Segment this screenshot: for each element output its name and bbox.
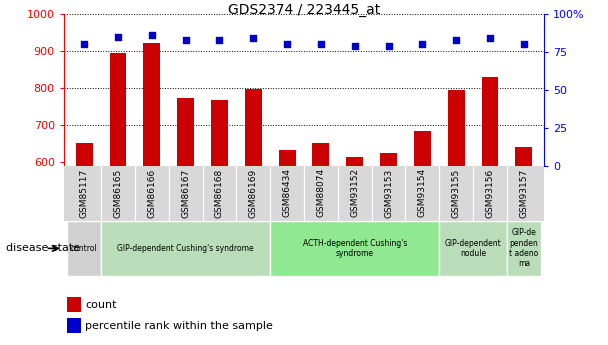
Text: GSM93154: GSM93154 bbox=[418, 168, 427, 217]
Text: GSM93153: GSM93153 bbox=[384, 168, 393, 218]
Text: GSM93156: GSM93156 bbox=[486, 168, 494, 218]
Text: GSM93155: GSM93155 bbox=[452, 168, 461, 218]
Bar bbox=[143, 43, 161, 166]
Text: GSM86167: GSM86167 bbox=[181, 168, 190, 218]
Text: GSM86169: GSM86169 bbox=[249, 168, 258, 218]
Point bbox=[113, 34, 123, 39]
Point bbox=[485, 35, 495, 41]
Bar bbox=[507, 221, 541, 276]
Text: ACTH-dependent Cushing's
syndrome: ACTH-dependent Cushing's syndrome bbox=[303, 239, 407, 258]
Point bbox=[316, 41, 326, 47]
Bar bbox=[67, 221, 101, 276]
Text: GIP-dependent
nodule: GIP-dependent nodule bbox=[444, 239, 502, 258]
Bar bbox=[447, 90, 465, 166]
Text: GSM86166: GSM86166 bbox=[147, 168, 156, 218]
Text: GSM93157: GSM93157 bbox=[519, 168, 528, 218]
Text: GDS2374 / 223445_at: GDS2374 / 223445_at bbox=[228, 3, 380, 18]
Point bbox=[451, 37, 461, 42]
Text: GSM86168: GSM86168 bbox=[215, 168, 224, 218]
Text: disease state: disease state bbox=[6, 244, 80, 253]
Text: GSM93152: GSM93152 bbox=[350, 168, 359, 217]
Point bbox=[79, 41, 89, 47]
Text: control: control bbox=[71, 244, 97, 253]
Point bbox=[249, 35, 258, 41]
Text: GSM88074: GSM88074 bbox=[316, 168, 325, 217]
Bar bbox=[67, 297, 80, 312]
Bar bbox=[109, 53, 126, 166]
Text: GSM86434: GSM86434 bbox=[283, 168, 292, 217]
Bar bbox=[380, 152, 397, 166]
Bar bbox=[75, 144, 92, 166]
Bar bbox=[313, 142, 330, 166]
Text: GSM86165: GSM86165 bbox=[114, 168, 122, 218]
Bar bbox=[482, 77, 499, 166]
Bar bbox=[347, 157, 363, 166]
Point bbox=[384, 43, 393, 48]
Point bbox=[519, 41, 529, 47]
Point bbox=[282, 41, 292, 47]
Bar bbox=[67, 318, 80, 333]
Point bbox=[215, 37, 224, 42]
Bar bbox=[414, 131, 431, 166]
Text: count: count bbox=[85, 300, 117, 310]
Bar bbox=[177, 98, 194, 166]
Bar bbox=[440, 221, 507, 276]
Bar bbox=[516, 147, 533, 166]
Text: GIP-dependent Cushing's syndrome: GIP-dependent Cushing's syndrome bbox=[117, 244, 254, 253]
Point bbox=[147, 32, 157, 38]
Text: GIP-de
penden
t adeno
ma: GIP-de penden t adeno ma bbox=[510, 228, 539, 268]
Point bbox=[181, 37, 190, 42]
Text: GSM85117: GSM85117 bbox=[80, 168, 89, 218]
Bar bbox=[101, 221, 270, 276]
Bar bbox=[278, 150, 295, 166]
Bar bbox=[211, 100, 228, 166]
Bar bbox=[245, 89, 261, 166]
Point bbox=[350, 43, 359, 48]
Point bbox=[418, 41, 427, 47]
Bar bbox=[270, 221, 440, 276]
Text: percentile rank within the sample: percentile rank within the sample bbox=[85, 321, 273, 331]
